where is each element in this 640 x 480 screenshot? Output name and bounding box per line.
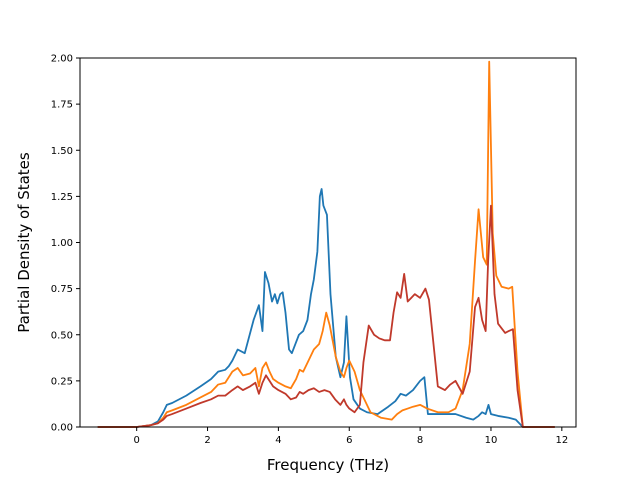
x-axis: 0 2 4 6 8 10 12 xyxy=(133,427,568,446)
y-tick-label: 0.75 xyxy=(51,284,73,295)
y-axis: 0.00 0.25 0.50 0.75 1.00 1.25 1.50 1.75 2.00 xyxy=(51,54,80,434)
y-tick-label: 0.00 xyxy=(51,423,73,434)
series-line-1 xyxy=(97,188,555,428)
series-line-2 xyxy=(97,60,555,428)
y-tick-label: 1.50 xyxy=(51,146,73,157)
x-tick-label: 8 xyxy=(417,435,423,446)
y-tick-label: 1.75 xyxy=(51,100,73,111)
y-axis-title: Partial Density of States xyxy=(15,152,33,333)
x-tick-label: 0 xyxy=(133,435,139,446)
y-tick-label: 1.00 xyxy=(51,238,73,249)
x-tick-label: 6 xyxy=(346,435,352,446)
x-tick-label: 12 xyxy=(555,435,568,446)
series-line-3 xyxy=(97,204,555,428)
x-axis-title: Frequency (THz) xyxy=(267,456,389,474)
series-lines xyxy=(97,60,555,428)
y-tick-label: 0.50 xyxy=(51,330,73,341)
y-tick-label: 2.00 xyxy=(51,54,73,65)
x-tick-label: 10 xyxy=(485,435,498,446)
y-tick-label: 0.25 xyxy=(51,376,73,387)
x-tick-label: 2 xyxy=(204,435,210,446)
x-tick-label: 4 xyxy=(275,435,281,446)
y-tick-label: 1.25 xyxy=(51,192,73,203)
